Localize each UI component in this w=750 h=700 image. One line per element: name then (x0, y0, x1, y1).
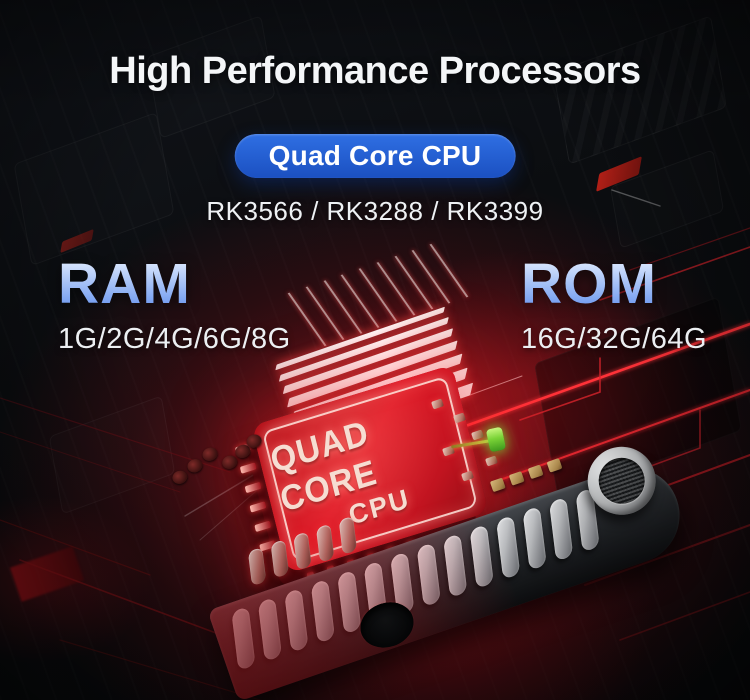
banner-title: High Performance Processors (109, 50, 641, 92)
rom-section: ROM 16G/32G/64G (521, 256, 707, 356)
ram-section: RAM 1G/2G/4G/6G/8G (58, 256, 291, 356)
chip-models-text: RK3566 / RK3288 / RK3399 (206, 196, 544, 226)
ram-values: 1G/2G/4G/6G/8G (58, 323, 291, 355)
rom-label: ROM (521, 256, 707, 313)
quad-core-badge: Quad Core CPU (234, 134, 516, 178)
ram-label: RAM (58, 256, 291, 313)
rom-values: 16G/32G/64G (521, 323, 708, 355)
